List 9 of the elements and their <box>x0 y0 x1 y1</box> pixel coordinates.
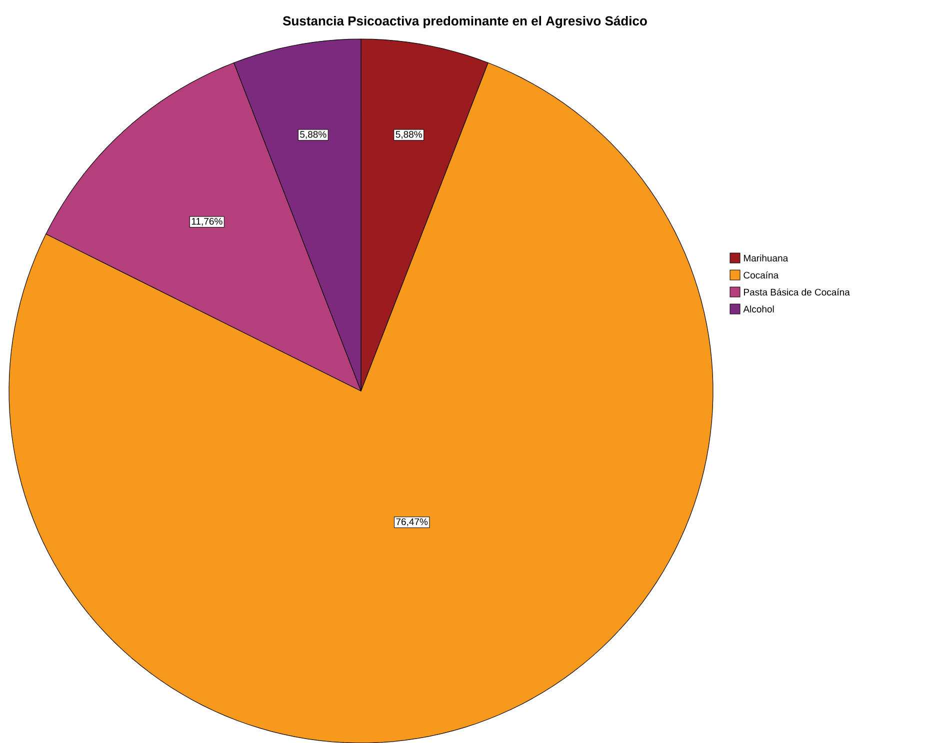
legend-label: Cocaína <box>744 271 779 278</box>
chart-title: Sustancia Psicoactiva predominante en el Agresivo Sádico <box>282 16 647 28</box>
data-label: 5,88% <box>300 130 326 139</box>
data-label: 76,47% <box>396 518 428 526</box>
data-label: 5,88% <box>396 130 422 139</box>
legend-label: Pasta Básica de Cocaína <box>744 288 850 296</box>
legend-label: Alcohol <box>743 305 774 312</box>
legend-label: Marihuana <box>744 254 788 262</box>
data-label: 11,76% <box>192 218 222 226</box>
